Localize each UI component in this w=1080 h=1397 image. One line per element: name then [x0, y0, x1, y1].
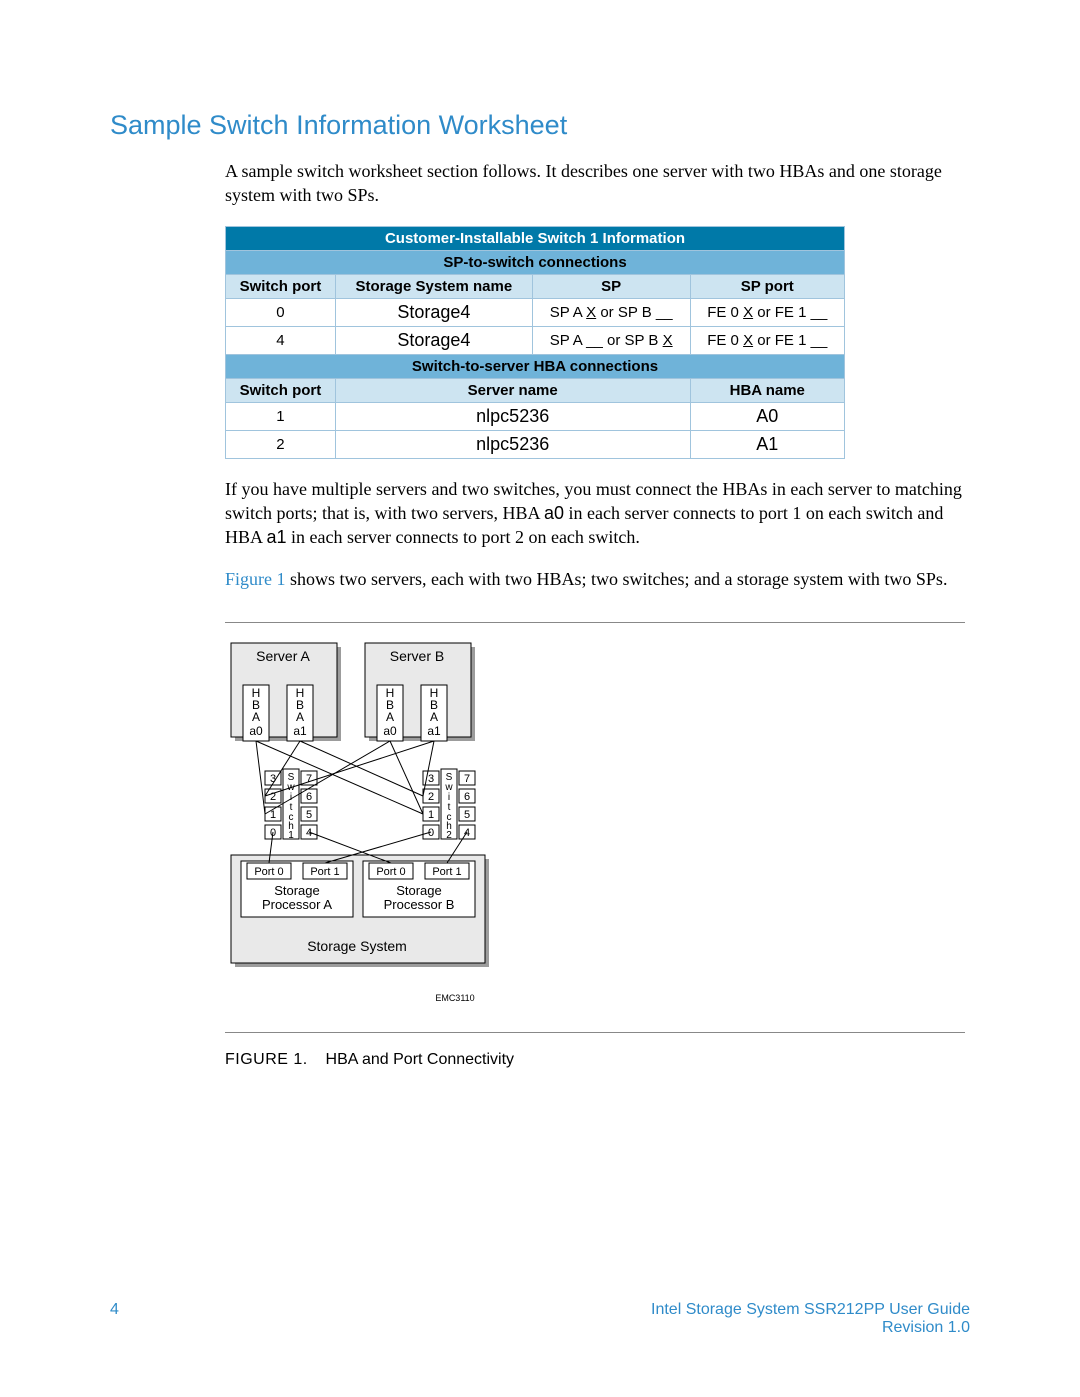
svg-text:4: 4	[464, 827, 470, 839]
table-row: 4 Storage4 SP A __ or SP B X FE 0 X or F…	[226, 326, 845, 354]
svg-text:5: 5	[306, 809, 312, 821]
svg-text:A: A	[296, 710, 304, 724]
cell-fe: FE 0 X or FE 1 __	[690, 298, 844, 326]
col2-hba-name: HBA name	[690, 378, 844, 402]
cell-port: 2	[226, 430, 336, 458]
col-storage-name: Storage System name	[335, 274, 532, 298]
svg-text:6: 6	[464, 791, 470, 803]
col2-switch-port: Switch port	[226, 378, 336, 402]
cell-hba: A1	[690, 430, 844, 458]
svg-text:7: 7	[306, 773, 312, 785]
table-row: 0 Storage4 SP A X or SP B __ FE 0 X or F…	[226, 298, 845, 326]
cell-port: 1	[226, 402, 336, 430]
diagram-svg: Server A H B A a0 H B A a1 Server B H B …	[225, 641, 585, 1021]
section1-caption: SP-to-switch connections	[226, 250, 845, 274]
cell-fe: FE 0 X or FE 1 __	[690, 326, 844, 354]
cell-server: nlpc5236	[335, 430, 690, 458]
separator-bottom	[225, 1032, 965, 1033]
table-row: 2 nlpc5236 A1	[226, 430, 845, 458]
svg-text:A: A	[430, 710, 438, 724]
server-b-label: Server B	[390, 648, 444, 664]
svg-text:2: 2	[446, 830, 452, 841]
connectivity-diagram: Server A H B A a0 H B A a1 Server B H B …	[225, 641, 970, 1026]
svg-text:1: 1	[288, 830, 294, 841]
svg-text:6: 6	[306, 791, 312, 803]
server-a-label: Server A	[256, 648, 310, 664]
cell-storage: Storage4	[335, 298, 532, 326]
intro-paragraph: A sample switch worksheet section follow…	[225, 159, 970, 208]
svg-text:a1: a1	[427, 724, 441, 738]
svg-text:7: 7	[464, 773, 470, 785]
svg-text:Port 0: Port 0	[376, 866, 405, 878]
cell-hba: A0	[690, 402, 844, 430]
revision: Revision 1.0	[651, 1319, 970, 1337]
svg-text:5: 5	[464, 809, 470, 821]
svg-text:a1: a1	[293, 724, 307, 738]
col2-server-name: Server name	[335, 378, 690, 402]
separator-top	[225, 622, 965, 623]
cell-port: 0	[226, 298, 336, 326]
switch-worksheet-table: Customer-Installable Switch 1 Informatio…	[225, 226, 845, 459]
svg-text:Processor B: Processor B	[384, 897, 455, 912]
cell-sp: SP A X or SP B __	[532, 298, 690, 326]
col-sp-port: SP port	[690, 274, 844, 298]
paragraph-2: If you have multiple servers and two swi…	[225, 477, 970, 550]
svg-text:Processor A: Processor A	[262, 897, 332, 912]
cell-server: nlpc5236	[335, 402, 690, 430]
table-row: 1 nlpc5236 A0	[226, 402, 845, 430]
cell-sp: SP A __ or SP B X	[532, 326, 690, 354]
paragraph-3: Figure 1 shows two servers, each with tw…	[225, 567, 970, 591]
svg-text:Storage: Storage	[396, 883, 442, 898]
page-number: 4	[110, 1301, 119, 1337]
svg-text:A: A	[386, 710, 394, 724]
svg-text:a0: a0	[383, 724, 397, 738]
svg-text:3: 3	[428, 773, 434, 785]
storage-system-label: Storage System	[307, 938, 407, 954]
col-sp: SP	[532, 274, 690, 298]
figure-caption: FIGURE 1. HBA and Port Connectivity	[225, 1051, 970, 1069]
guide-title: Intel Storage System SSR212PP User Guide	[651, 1301, 970, 1319]
svg-text:A: A	[252, 710, 260, 724]
section2-caption: Switch-to-server HBA connections	[226, 354, 845, 378]
svg-text:1: 1	[428, 809, 434, 821]
svg-text:Port 0: Port 0	[254, 866, 283, 878]
figure-reference: Figure 1	[225, 569, 286, 589]
svg-text:Port 1: Port 1	[310, 866, 339, 878]
cell-port: 4	[226, 326, 336, 354]
cell-storage: Storage4	[335, 326, 532, 354]
page: Sample Switch Information Worksheet A sa…	[0, 0, 1080, 1397]
svg-text:2: 2	[428, 791, 434, 803]
col-switch-port: Switch port	[226, 274, 336, 298]
page-title: Sample Switch Information Worksheet	[110, 110, 970, 141]
svg-text:a0: a0	[249, 724, 263, 738]
table-title: Customer-Installable Switch 1 Informatio…	[226, 226, 845, 250]
page-footer: 4 Intel Storage System SSR212PP User Gui…	[110, 1301, 970, 1337]
svg-text:Port 1: Port 1	[432, 866, 461, 878]
svg-text:Storage: Storage	[274, 883, 320, 898]
diagram-footnote: EMC3110	[435, 993, 474, 1003]
